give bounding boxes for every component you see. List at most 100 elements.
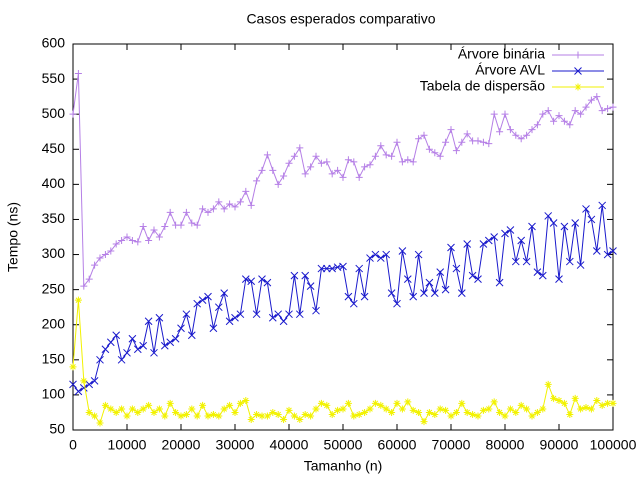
point (285, 159, 293, 167)
point (604, 105, 612, 113)
point (166, 208, 174, 216)
point (593, 93, 601, 101)
point (107, 247, 115, 255)
point (587, 96, 595, 104)
point (571, 107, 579, 115)
point (550, 117, 558, 125)
point (415, 135, 423, 143)
x-tick-label: 70000 (432, 437, 471, 453)
point (425, 278, 434, 287)
point (80, 282, 88, 290)
point (587, 215, 596, 224)
point (209, 324, 218, 333)
point (290, 271, 299, 280)
point (344, 292, 353, 301)
point (371, 152, 379, 160)
point (501, 110, 509, 118)
point (463, 240, 472, 248)
point (112, 408, 120, 416)
point (382, 250, 391, 259)
point (69, 110, 77, 118)
point (393, 299, 401, 308)
point (150, 348, 158, 357)
point (214, 303, 223, 312)
point (85, 275, 93, 283)
legend-label: Árvore binária (458, 46, 545, 62)
point (544, 107, 552, 115)
point (523, 405, 531, 413)
point (452, 264, 461, 273)
point (501, 229, 509, 238)
point (253, 177, 261, 185)
point (582, 103, 590, 111)
point (161, 412, 169, 420)
point (269, 166, 277, 174)
point (139, 405, 147, 413)
point (263, 278, 272, 287)
point (393, 399, 401, 407)
point (307, 412, 315, 420)
point (501, 412, 509, 420)
point (323, 401, 331, 409)
x-tick-label: 80000 (486, 437, 525, 453)
point (112, 331, 121, 340)
point (598, 401, 606, 409)
point (166, 399, 174, 407)
point (609, 399, 617, 407)
point (468, 271, 477, 280)
point (317, 159, 325, 167)
point (317, 264, 326, 273)
point (199, 205, 207, 213)
point (106, 338, 115, 347)
point (85, 408, 93, 416)
point (123, 233, 131, 241)
point (134, 238, 142, 246)
point (279, 317, 288, 326)
point (74, 387, 83, 396)
x-tick-label: 0 (69, 437, 77, 453)
point (425, 408, 433, 416)
point (604, 399, 612, 407)
chart-title: Casos esperados comparativo (246, 11, 435, 27)
point (366, 405, 374, 413)
point (522, 257, 531, 266)
y-tick-label: 250 (42, 280, 66, 296)
point (187, 331, 196, 340)
point (307, 163, 315, 171)
point (474, 137, 482, 145)
point (577, 405, 585, 413)
point (533, 121, 541, 129)
point (155, 313, 164, 322)
point (160, 341, 169, 350)
point (447, 243, 455, 252)
y-tick-label: 300 (42, 245, 66, 261)
point (231, 408, 239, 416)
point (436, 268, 445, 276)
point (117, 355, 126, 364)
point (420, 418, 428, 426)
legend-marker (574, 83, 582, 91)
point (360, 292, 369, 301)
point (539, 110, 547, 118)
point (474, 412, 482, 420)
point (198, 296, 207, 305)
point (479, 240, 488, 248)
point (355, 264, 364, 273)
point (344, 156, 352, 164)
point (366, 254, 374, 262)
point (269, 408, 277, 416)
point (231, 313, 239, 322)
point (582, 404, 590, 412)
point (566, 411, 574, 419)
point (91, 261, 99, 269)
point (199, 401, 207, 409)
y-tick-label: 150 (42, 351, 66, 367)
point (512, 131, 520, 139)
point (247, 201, 255, 209)
point (215, 412, 223, 420)
point (577, 110, 585, 118)
point (280, 415, 288, 423)
point (388, 408, 396, 416)
point (215, 198, 223, 206)
